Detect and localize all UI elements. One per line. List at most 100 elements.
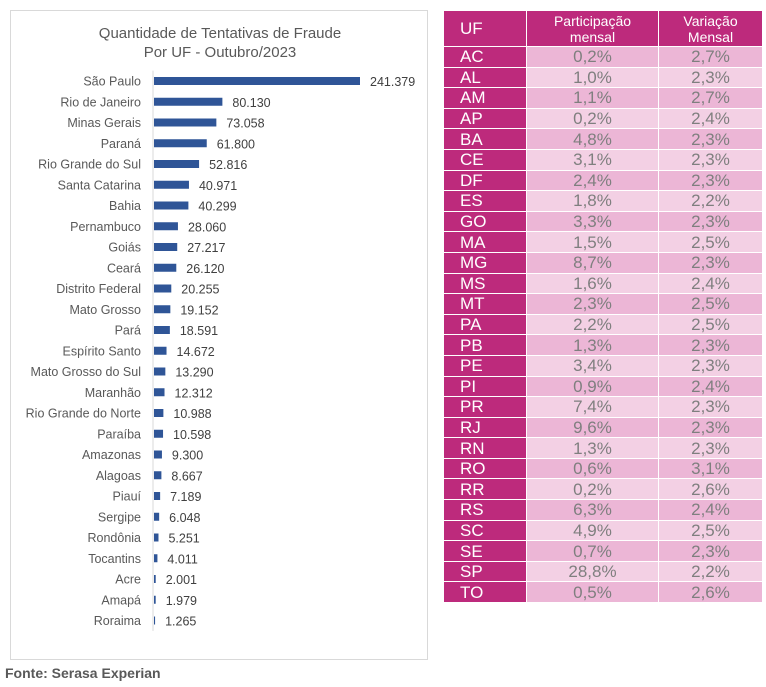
category-tick-label: Sergipe (98, 510, 141, 524)
cell-uf: BA (443, 128, 527, 150)
table-row: RJ 9,6% 2,3% (443, 416, 763, 439)
bar (154, 388, 165, 397)
cell-variacao: 2,3% (658, 251, 763, 274)
bar-value-label: 40.299 (198, 200, 236, 214)
chart-panel: Quantidade de Tentativas de Fraude Por U… (10, 10, 428, 660)
category-tick-label: Amazonas (82, 448, 141, 462)
cell-uf: MG (443, 251, 527, 274)
uf-table: UF Participação mensal Variação Mensal A… (443, 10, 763, 604)
bar-value-label: 241.379 (370, 75, 415, 89)
category-tick-label: Rio Grande do Norte (26, 407, 141, 421)
bar-value-label: 52.816 (209, 158, 247, 172)
cell-uf: RR (443, 478, 527, 501)
bar (154, 305, 171, 314)
bar-value-label: 73.058 (226, 117, 264, 131)
cell-participacao: 8,7% (526, 251, 659, 274)
cell-participacao: 0,9% (526, 375, 659, 398)
cell-participacao: 2,2% (526, 313, 659, 336)
cell-variacao: 2,3% (658, 169, 763, 192)
cell-participacao: 4,8% (526, 128, 659, 150)
cell-variacao: 2,2% (658, 190, 763, 212)
table-row: PB 1,3% 2,3% (443, 334, 763, 356)
bar (154, 367, 166, 376)
table-row: PE 3,4% 2,3% (443, 354, 763, 377)
bar-value-label: 40.971 (199, 179, 237, 193)
table-row: SE 0,7% 2,3% (443, 540, 763, 562)
cell-uf: AC (443, 46, 527, 68)
bar-value-label: 1.265 (165, 615, 196, 629)
cell-variacao: 2,3% (658, 416, 763, 439)
cell-variacao: 2,2% (658, 560, 763, 583)
category-tick-label: Mato Grosso do Sul (31, 365, 141, 379)
bar (154, 575, 156, 583)
cell-uf: SC (443, 519, 527, 542)
cell-participacao: 7,4% (526, 396, 659, 418)
cell-uf: DF (443, 169, 527, 192)
cell-participacao: 1,5% (526, 231, 659, 253)
category-tick-label: Roraima (94, 614, 141, 628)
cell-participacao: 6,3% (526, 499, 659, 521)
bar-value-label: 6.048 (169, 511, 200, 525)
category-tick-label: Piauí (113, 490, 142, 504)
cell-uf: PE (443, 354, 527, 377)
cell-variacao: 2,4% (658, 107, 763, 130)
cell-variacao: 2,7% (658, 87, 763, 109)
cell-uf: RO (443, 457, 527, 480)
cell-variacao: 2,3% (658, 66, 763, 89)
cell-participacao: 1,3% (526, 334, 659, 356)
bar-value-label: 10.988 (173, 407, 211, 421)
bar (154, 222, 178, 231)
bar-value-label: 13.290 (175, 366, 213, 380)
bar-value-label: 18.591 (180, 324, 218, 338)
cell-participacao: 1,6% (526, 272, 659, 295)
bar (154, 512, 160, 521)
table-header-row: UF Participação mensal Variação Mensal (443, 10, 763, 47)
cell-uf: AM (443, 87, 527, 109)
table-row: AC 0,2% 2,7% (443, 46, 763, 68)
cell-variacao: 2,3% (658, 128, 763, 150)
cell-participacao: 3,1% (526, 148, 659, 171)
category-tick-label: Bahia (109, 199, 141, 213)
bar (154, 97, 223, 106)
table-row: RS 6,3% 2,4% (443, 499, 763, 521)
table-row: SC 4,9% 2,5% (443, 519, 763, 542)
table-row: RO 0,6% 3,1% (443, 457, 763, 480)
bar-value-label: 14.672 (177, 345, 215, 359)
cell-uf: MA (443, 231, 527, 253)
bar-value-label: 19.152 (180, 303, 218, 317)
category-tick-label: Rio de Janeiro (60, 95, 141, 109)
cell-variacao: 2,3% (658, 334, 763, 356)
bar (154, 409, 164, 417)
bar-value-label: 5.251 (168, 532, 199, 546)
bar-value-label: 80.130 (232, 96, 270, 110)
cell-uf: RN (443, 437, 527, 459)
cell-uf: GO (443, 210, 527, 233)
category-tick-label: Amapá (101, 593, 141, 607)
bar-value-label: 8.667 (171, 469, 202, 483)
cell-variacao: 2,3% (658, 148, 763, 171)
cell-variacao: 2,3% (658, 396, 763, 418)
cell-variacao: 2,3% (658, 354, 763, 377)
table-row: RR 0,2% 2,6% (443, 478, 763, 501)
chart-title-line-2: Por UF - Outubro/2023 (144, 44, 297, 61)
category-tick-label: Tocantins (88, 552, 141, 566)
category-tick-label: Distrito Federal (56, 282, 141, 296)
cell-variacao: 2,5% (658, 519, 763, 542)
cell-uf: TO (443, 581, 527, 604)
category-tick-label: Pará (115, 324, 141, 338)
category-tick-label: Pernambuco (70, 220, 141, 234)
cell-uf: RJ (443, 416, 527, 439)
category-tick-label: Acre (115, 573, 141, 587)
bar-value-label: 10.598 (173, 428, 211, 442)
category-tick-label: Santa Catarina (58, 178, 141, 192)
category-tick-label: São Paulo (83, 75, 141, 89)
bar (154, 160, 200, 168)
table-row: TO 0,5% 2,6% (443, 581, 763, 604)
bars-group: São Paulo 241.379 Rio de Janeiro 80.130 Mina… (26, 70, 415, 631)
cell-participacao: 3,3% (526, 210, 659, 233)
bar-value-label: 61.800 (217, 137, 255, 151)
cell-variacao: 2,6% (658, 581, 763, 604)
header-participacao-line-1: Participação (553, 12, 632, 29)
bar-chart: Quantidade de Tentativas de Fraude Por U… (26, 25, 415, 631)
bar-value-label: 28.060 (188, 220, 226, 234)
